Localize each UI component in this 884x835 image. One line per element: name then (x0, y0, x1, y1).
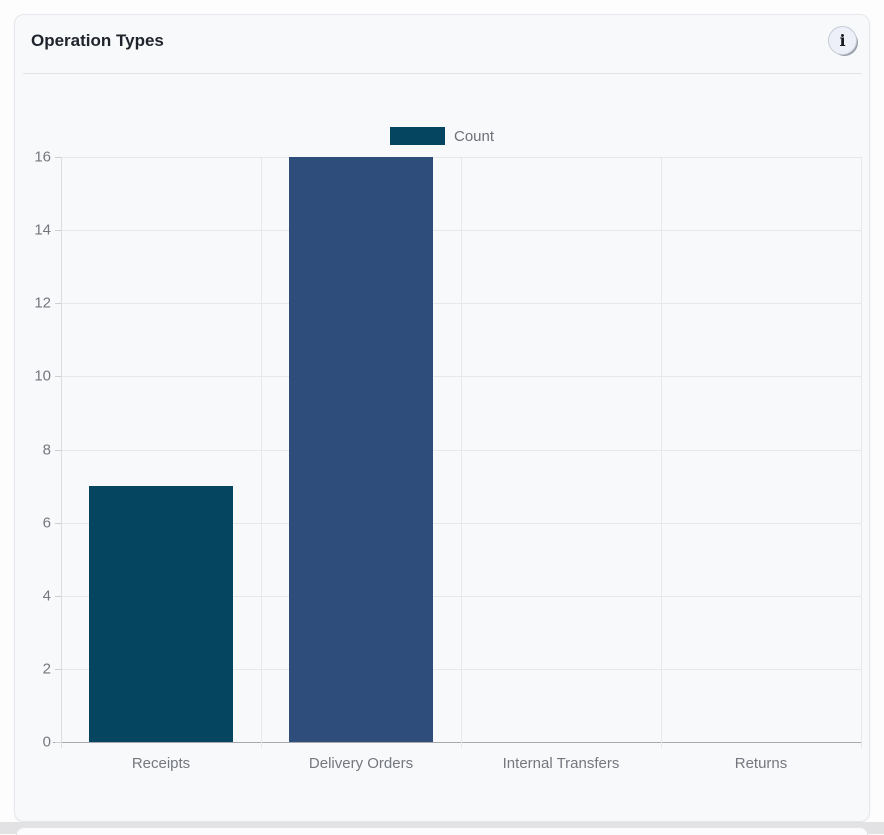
bar-chart: 0 2 4 6 8 10 12 14 16 Receipts Delivery Orders Inte… (15, 15, 869, 821)
y-axis-label: 6 (42, 514, 51, 532)
y-axis-label: 14 (34, 221, 51, 239)
y-axis-line (61, 157, 62, 748)
x-axis-label: Internal Transfers (502, 755, 620, 772)
page-title: Operation Types (31, 31, 164, 50)
operation-types-card: Operation Types i Count 0 2 4 6 8 10 12 14 16 Rec… (14, 14, 870, 822)
card-header: Operation Types i (15, 15, 869, 73)
y-axis-tick (55, 742, 61, 743)
y-axis-tick (55, 303, 61, 305)
legend-label: Count (453, 127, 495, 145)
chart-legend[interactable]: Count (15, 127, 869, 145)
gridline-vertical (861, 157, 862, 748)
x-axis-label: Delivery Orders (308, 755, 414, 772)
y-axis-tick (55, 230, 61, 232)
y-axis-tick (55, 376, 61, 378)
y-axis-label: 4 (42, 587, 51, 605)
y-axis-tick (55, 595, 61, 597)
y-axis-label: 8 (42, 441, 51, 458)
info-icon: i (839, 30, 846, 50)
y-axis-label: 0 (42, 733, 51, 751)
y-axis-label: 12 (34, 294, 51, 312)
y-axis-label: 16 (34, 148, 51, 166)
y-axis-label: 10 (34, 367, 51, 385)
gridline-vertical (461, 157, 462, 748)
info-button[interactable]: i (828, 26, 857, 55)
header-divider (23, 73, 862, 74)
bar-receipts[interactable] (89, 486, 233, 742)
y-axis-tick (55, 522, 61, 524)
y-axis-tick (55, 668, 61, 670)
gridline-vertical (661, 157, 662, 748)
y-axis-label: 2 (42, 660, 51, 678)
x-axis-label: Returns (734, 755, 788, 772)
legend-swatch (389, 127, 445, 145)
y-axis-tick (55, 157, 61, 158)
y-axis-tick (55, 449, 61, 451)
x-axis-line (53, 742, 861, 743)
gridline-vertical (261, 157, 262, 748)
bar-delivery-orders[interactable] (289, 157, 433, 742)
x-axis-label: Receipts (131, 755, 191, 772)
